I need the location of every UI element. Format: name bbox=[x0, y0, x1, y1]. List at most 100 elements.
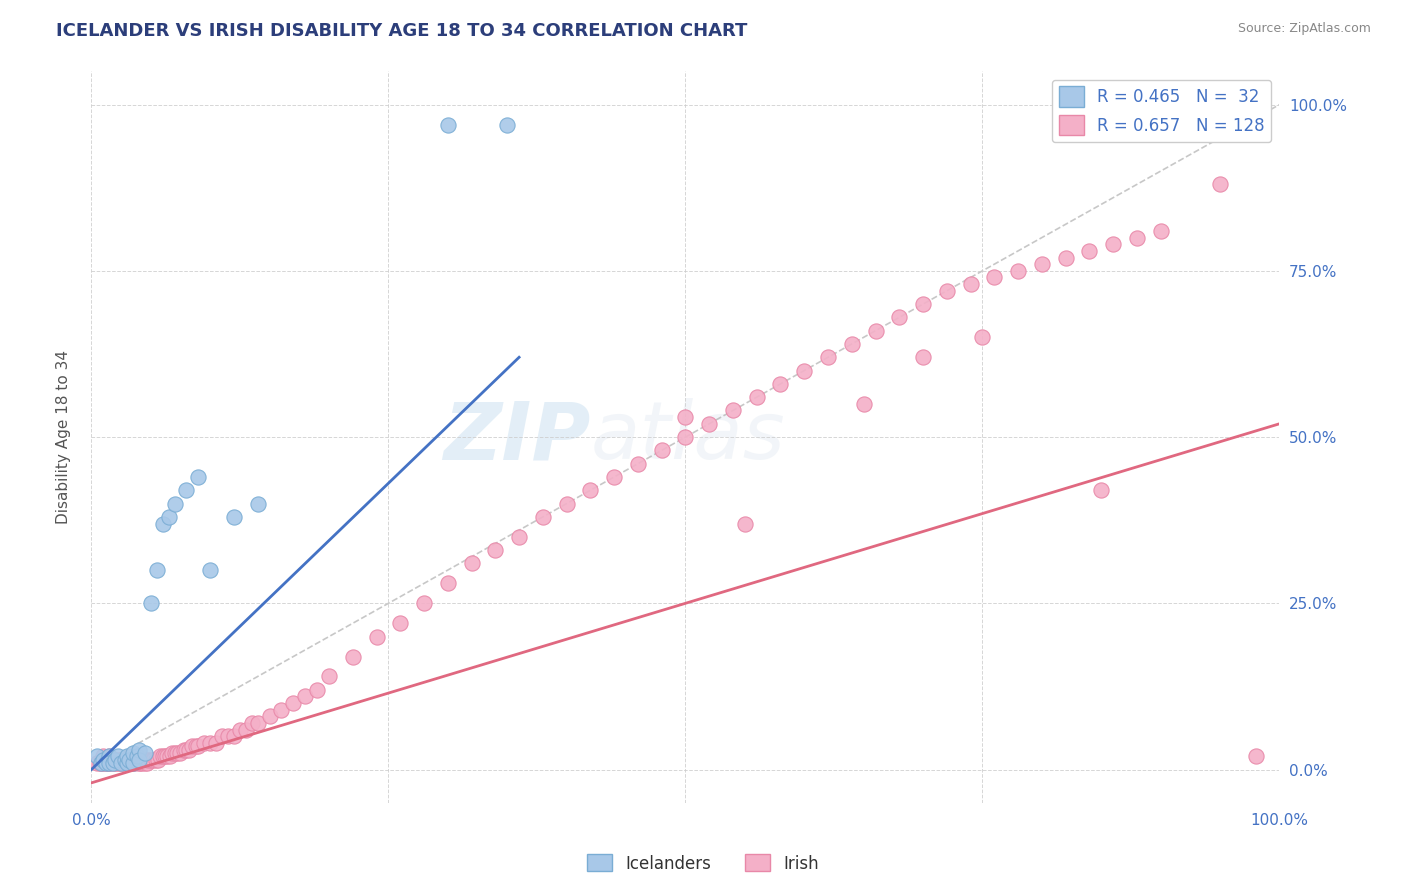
Point bbox=[136, 756, 159, 770]
Point bbox=[124, 756, 146, 770]
Point bbox=[240, 716, 263, 731]
Point bbox=[90, 756, 112, 770]
Point bbox=[98, 753, 121, 767]
Point bbox=[555, 497, 578, 511]
Point bbox=[176, 483, 198, 498]
Point bbox=[366, 630, 388, 644]
Point bbox=[94, 756, 117, 770]
Point bbox=[1102, 237, 1125, 252]
Point bbox=[131, 756, 153, 770]
Point bbox=[90, 756, 112, 770]
Point bbox=[413, 596, 436, 610]
Point bbox=[436, 118, 458, 132]
Point bbox=[579, 483, 602, 498]
Point bbox=[103, 756, 125, 770]
Point bbox=[122, 756, 145, 770]
Point bbox=[114, 753, 136, 767]
Point bbox=[187, 470, 209, 484]
Point bbox=[110, 756, 132, 770]
Point bbox=[959, 277, 981, 292]
Point bbox=[115, 756, 138, 770]
Point bbox=[107, 756, 129, 770]
Point bbox=[166, 746, 188, 760]
Point bbox=[235, 723, 257, 737]
Text: atlas: atlas bbox=[591, 398, 785, 476]
Point bbox=[163, 497, 186, 511]
Point bbox=[110, 753, 132, 767]
Point bbox=[112, 753, 135, 767]
Point bbox=[91, 753, 114, 767]
Point bbox=[177, 742, 200, 756]
Point bbox=[1054, 251, 1077, 265]
Point bbox=[1149, 224, 1171, 238]
Point bbox=[108, 753, 131, 767]
Point bbox=[865, 324, 887, 338]
Point bbox=[734, 516, 756, 531]
Legend: Icelanders, Irish: Icelanders, Irish bbox=[581, 847, 825, 880]
Point bbox=[911, 351, 934, 365]
Point bbox=[118, 753, 141, 767]
Point bbox=[163, 746, 186, 760]
Point bbox=[117, 756, 139, 770]
Point bbox=[146, 753, 169, 767]
Point bbox=[145, 563, 167, 577]
Point bbox=[745, 390, 768, 404]
Point bbox=[1244, 749, 1267, 764]
Point bbox=[110, 756, 132, 770]
Point bbox=[852, 397, 875, 411]
Point bbox=[97, 756, 120, 770]
Point bbox=[531, 509, 554, 524]
Point bbox=[100, 756, 122, 770]
Point bbox=[173, 742, 195, 756]
Point bbox=[484, 543, 506, 558]
Point bbox=[935, 284, 957, 298]
Point bbox=[283, 696, 305, 710]
Legend: R = 0.465   N =  32, R = 0.657   N = 128: R = 0.465 N = 32, R = 0.657 N = 128 bbox=[1052, 79, 1271, 142]
Point bbox=[91, 753, 114, 767]
Point bbox=[128, 753, 150, 767]
Point bbox=[1126, 230, 1149, 244]
Point bbox=[229, 723, 252, 737]
Point bbox=[508, 530, 530, 544]
Point bbox=[89, 756, 111, 770]
Point bbox=[125, 749, 148, 764]
Point bbox=[211, 729, 233, 743]
Point bbox=[651, 443, 673, 458]
Point bbox=[98, 756, 121, 770]
Point bbox=[841, 337, 863, 351]
Point bbox=[104, 753, 127, 767]
Point bbox=[176, 742, 198, 756]
Point bbox=[134, 746, 156, 760]
Point bbox=[107, 756, 129, 770]
Point bbox=[129, 753, 152, 767]
Point bbox=[159, 749, 181, 764]
Point bbox=[721, 403, 744, 417]
Point bbox=[436, 576, 458, 591]
Point bbox=[152, 516, 174, 531]
Text: ICELANDER VS IRISH DISABILITY AGE 18 TO 34 CORRELATION CHART: ICELANDER VS IRISH DISABILITY AGE 18 TO … bbox=[56, 22, 748, 40]
Point bbox=[217, 729, 239, 743]
Point bbox=[98, 756, 121, 770]
Point bbox=[889, 310, 911, 325]
Point bbox=[125, 753, 148, 767]
Point bbox=[342, 649, 364, 664]
Point bbox=[200, 736, 222, 750]
Point bbox=[98, 749, 121, 764]
Point bbox=[145, 753, 167, 767]
Point bbox=[114, 756, 136, 770]
Point bbox=[96, 756, 118, 770]
Point bbox=[1007, 264, 1029, 278]
Point bbox=[104, 756, 127, 770]
Point bbox=[157, 509, 180, 524]
Point bbox=[270, 703, 292, 717]
Point bbox=[222, 729, 245, 743]
Point bbox=[107, 753, 129, 767]
Point bbox=[697, 417, 720, 431]
Point bbox=[1078, 244, 1101, 258]
Point bbox=[100, 753, 122, 767]
Point bbox=[200, 563, 222, 577]
Point bbox=[122, 753, 145, 767]
Point bbox=[94, 756, 117, 770]
Point bbox=[181, 739, 204, 754]
Point bbox=[673, 410, 696, 425]
